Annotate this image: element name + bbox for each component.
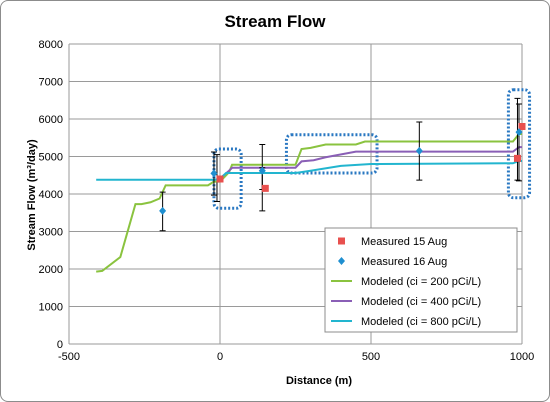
y-tick-label: 7000 xyxy=(39,77,63,89)
gridlines xyxy=(68,43,523,345)
model-line-4 xyxy=(96,160,522,181)
legend-label: Modeled (ci = 400 pCi/L) xyxy=(361,296,481,308)
y-tick-label: 4000 xyxy=(39,189,63,201)
highlight-box xyxy=(212,147,243,210)
y-tick-label: 5000 xyxy=(39,152,63,164)
error-bars xyxy=(159,97,522,232)
y-tick-label: 1000 xyxy=(39,302,63,314)
y-tick-label: 0 xyxy=(57,339,63,351)
y-tick-label: 6000 xyxy=(39,114,63,126)
y-axis-title: Stream Flow (m³/day) xyxy=(26,139,38,251)
legend-label: Modeled (ci = 200 pCi/L) xyxy=(361,276,481,288)
y-tick-label: 8000 xyxy=(39,39,63,51)
x-tick-label: 500 xyxy=(362,351,380,363)
highlight-box xyxy=(284,133,379,175)
x-axis-title: Distance (m) xyxy=(286,375,352,387)
y-tick-label: 2000 xyxy=(39,264,63,276)
measured-15-aug-point xyxy=(216,175,224,183)
legend-label: Modeled (ci = 800 pCi/L) xyxy=(361,316,481,328)
x-tick-label: -500 xyxy=(58,351,80,363)
measured-16-aug-point xyxy=(258,166,266,175)
legend-swatch-measured-15 xyxy=(338,237,345,245)
highlight-box xyxy=(506,88,532,200)
measured-16-aug-point xyxy=(159,206,167,215)
legend-label: Measured 15 Aug xyxy=(361,236,447,248)
measured-16-aug-point xyxy=(515,128,523,137)
chart-title: Stream Flow xyxy=(224,12,326,31)
measured-15-aug-point xyxy=(513,154,521,162)
model-line-3 xyxy=(216,146,522,182)
measured-16-aug-point xyxy=(210,169,218,178)
legend-label: Measured 16 Aug xyxy=(361,256,447,268)
legend-box xyxy=(324,227,518,333)
highlight-boxes xyxy=(212,88,532,210)
measured-15-aug-point xyxy=(518,123,526,130)
legend: Measured 15 Aug Measured 16 Aug Modeled (c… xyxy=(324,227,518,333)
x-tick-label: 1000 xyxy=(510,351,534,363)
y-tick-label: 3000 xyxy=(39,227,63,239)
measured-16-aug-point xyxy=(415,146,423,155)
x-tick-label: 0 xyxy=(217,351,223,363)
model-line-2 xyxy=(96,133,522,273)
measured-markers xyxy=(159,123,526,215)
legend-swatch-measured-16 xyxy=(338,257,345,265)
measured-15-aug-point xyxy=(261,184,269,192)
